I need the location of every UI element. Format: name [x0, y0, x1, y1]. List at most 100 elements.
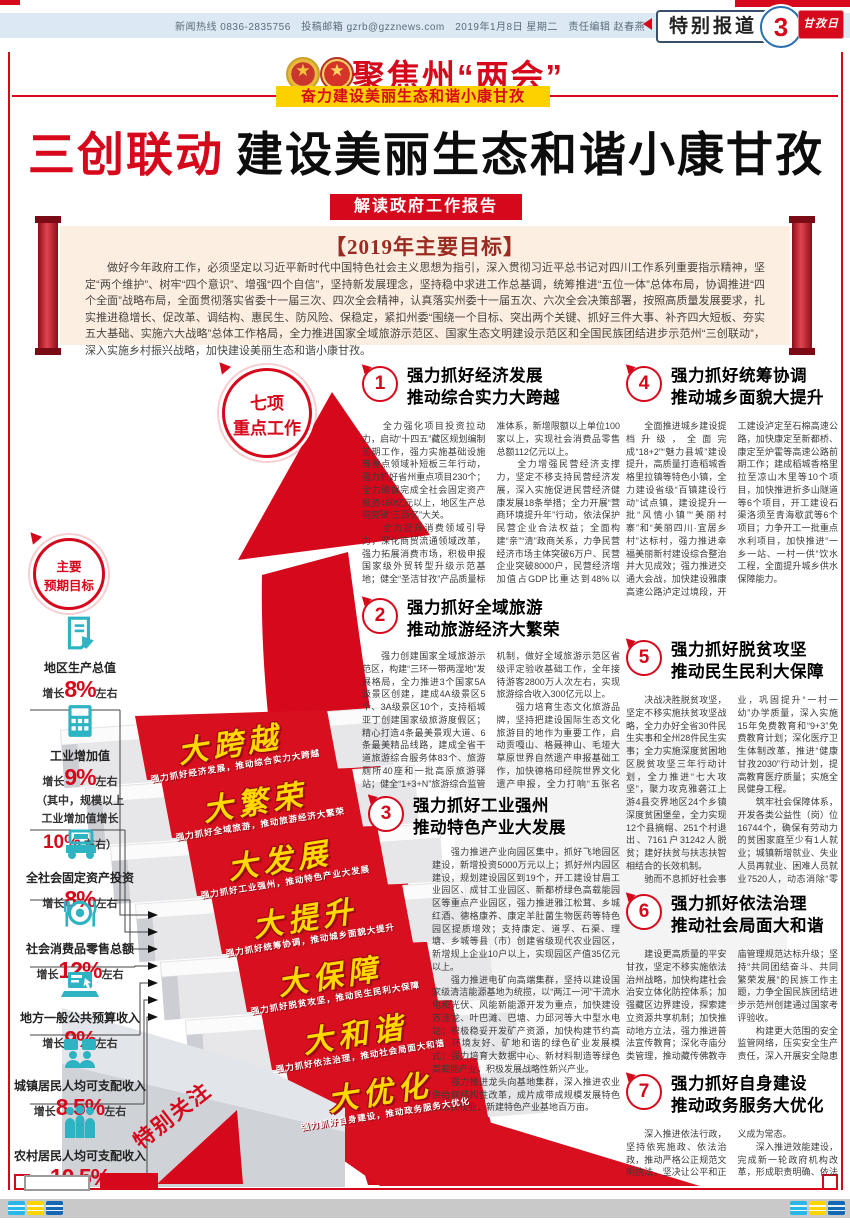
- section-number: 1: [358, 360, 398, 402]
- section-heading-2: 2 强力抓好全域旅游 推动旅游经济大繁荣: [358, 592, 560, 642]
- target-suffix: 左右: [95, 688, 118, 700]
- target-prefix: 增长: [42, 776, 65, 788]
- top-red-strip: [735, 0, 850, 7]
- special-focus-triangle: [157, 1110, 243, 1184]
- national-emblem-icon: ★: [286, 57, 320, 91]
- section-heading-7: 7 强力抓好自身建设 推动政务服务大优化: [622, 1068, 824, 1118]
- section-heading-5: 5 强力抓好脱贫攻坚 推动民生民利大保障: [622, 634, 824, 684]
- scroll-cap: [789, 216, 815, 223]
- scroll-cap: [35, 348, 61, 355]
- target-label: 城镇居民人均可支配收入: [13, 1079, 146, 1093]
- target-grp: 工业增加值 增长9%左右 （其中，规模以上 工业增加值增长 10% 左右）: [6, 702, 154, 859]
- tibetan-logo-icon: [828, 1201, 845, 1215]
- section-title-line2: 推动特色产业大发展: [413, 818, 566, 837]
- scroll-bar-right: [792, 220, 812, 351]
- section-title-line2: 推动社会局面大和谐: [671, 916, 824, 935]
- target-value: 9%: [64, 764, 96, 790]
- laptop-icon: [61, 972, 99, 997]
- target-label: 地区生产总值: [43, 661, 116, 675]
- calculator-icon: [68, 705, 92, 737]
- target-label: 地方一般公共预算收入: [19, 1011, 140, 1025]
- footer-bar: [0, 1199, 850, 1218]
- section-title-line2: 推动城乡面貌大提升: [671, 388, 824, 407]
- frame-corner-right: [822, 1174, 838, 1190]
- scroll-cap: [35, 216, 61, 223]
- footer-logo-left: [8, 1201, 63, 1215]
- seven-tasks-line2: 重点工作: [233, 419, 301, 438]
- target-suffix: 左右: [104, 1106, 127, 1118]
- frame-bottom: [20, 1188, 832, 1190]
- scroll-cap: [789, 348, 815, 355]
- goals-body: 做好今年政府工作，必须坚定以习近平新时代中国特色社会主义思想为指引，深入贯彻习近…: [85, 262, 765, 357]
- section-title-line2: 推动旅游经济大繁荣: [407, 620, 560, 639]
- main-goals-line2: 预期目标: [43, 579, 94, 593]
- tibetan-logo-icon: [27, 1201, 44, 1215]
- tibetan-logo-icon: [790, 1201, 807, 1215]
- people-group-icon: [64, 1039, 96, 1068]
- masthead-arrow-icon: [643, 18, 652, 30]
- target-label: 社会消费品零售总额: [25, 942, 134, 956]
- section-body-3: 强力推进产业向园区集中，抓好飞地园区建设，新增投资5000万元以上；抓好州内园区…: [432, 847, 620, 1113]
- document-pen-icon: [67, 616, 94, 650]
- goals-title: 【2019年主要目标】: [325, 235, 525, 259]
- section-title-line1: 强力抓好自身建设: [671, 1075, 807, 1093]
- kicker-label: 解读政府工作报告: [330, 194, 522, 220]
- target-prefix: 增长: [33, 1106, 56, 1118]
- target-suffix: 左右: [95, 1038, 118, 1050]
- section-number: 4: [622, 360, 662, 402]
- target-label: 全社会固定资产投资: [25, 871, 134, 885]
- section-title-line1: 强力抓好统筹协调: [671, 367, 807, 385]
- main-headline: 三创联动 建设美丽生态和谐小康甘孜: [28, 116, 828, 185]
- section-heading-1: 1 强力抓好经济发展 推动综合实力大跨越: [358, 360, 560, 410]
- family-icon: [65, 1105, 95, 1138]
- goals-scroll: [60, 226, 790, 345]
- section-body-4: 全面推进城乡建设提档升级，全面完成“18+2”“魅力县城”建设提升，高质量打造稻…: [626, 421, 838, 597]
- target-suffix: 左右: [95, 898, 118, 910]
- section-body-6: 建设更高质量的平安甘孜，坚定不移实施依法治州战略，加快构建社会治安立体化防控体系…: [626, 949, 838, 1062]
- section-number: 6: [622, 888, 662, 930]
- legend-box-red: [100, 1173, 158, 1188]
- red-carpet: [135, 710, 700, 1186]
- section-body-5: 决战决胜脱贫攻坚，坚定不移实施扶贫攻坚战略，全力办好全省30件民生实事和全州28…: [626, 695, 838, 884]
- tibetan-logo-icon: [46, 1201, 63, 1215]
- target-grp: 城镇居民人均可支配收入 增长8.5%左右: [6, 1036, 154, 1121]
- target-label: 农村居民人均可支配收入: [13, 1149, 146, 1163]
- top-left-red-mark: [0, 0, 20, 5]
- section-title-line1: 强力抓好工业强州: [413, 797, 549, 815]
- section-number: 5: [622, 634, 662, 676]
- section-heading-6: 6 强力抓好依法治理 推动社会局面大和谐: [622, 888, 824, 938]
- section-title-line2: 推动民生民利大保障: [671, 662, 824, 681]
- connector-arrowheads: [148, 911, 158, 1021]
- footer-logo-right: [790, 1201, 845, 1215]
- section-heading-4: 4 强力抓好统筹协调 推动城乡面貌大提升: [622, 360, 824, 410]
- target-grp: 地方一般公共预算收入 增长9%左右: [6, 968, 154, 1053]
- section-title-line2: 推动综合实力大跨越: [407, 388, 560, 407]
- legend-box-gray: [24, 1175, 90, 1191]
- headline-red: 三创联动: [28, 128, 224, 181]
- frame-left: [8, 52, 10, 1190]
- section-title-line1: 强力抓好依法治理: [671, 895, 807, 913]
- info-line: 新闻热线 0836-2835756 投稿邮箱 gzrb@gzznews.com …: [175, 22, 722, 33]
- section-number: 3: [364, 790, 404, 832]
- target-prefix: 增长: [42, 1038, 65, 1050]
- target-suffix: 左右: [95, 776, 118, 788]
- section-body-2: 强力创建国家全域旅游示范区，构建“三环一带两湿地”发展格局，全力推进3个国家5A…: [362, 651, 620, 789]
- target-suffix: 左右: [101, 969, 124, 981]
- target-prefix: 增长: [42, 898, 65, 910]
- truck-icon: [66, 829, 96, 859]
- section-body-7: 深入推进依法行政，坚持依宪施政、依法治政，推动严格公正规范文明执法，坚决让公平和…: [626, 1129, 838, 1178]
- seven-tasks-badge: 七项 重点工作: [214, 358, 312, 458]
- floor-wedge-front: [62, 1064, 345, 1187]
- page-number-badge: 3: [760, 6, 802, 48]
- target-prefix: 增长: [36, 969, 59, 981]
- section-title-line1: 强力抓好脱贫攻坚: [671, 641, 807, 659]
- target-value: 8%: [64, 676, 96, 702]
- section-label: 特别报道: [656, 10, 770, 43]
- tibetan-logo-icon: [809, 1201, 826, 1215]
- frame-right: [841, 52, 843, 1190]
- paper-name-logo: 甘孜日报: [798, 10, 844, 59]
- banner-subtitle: 奋力建设美丽生态和谐小康甘孜: [276, 86, 550, 107]
- seven-tasks-line1: 七项: [250, 394, 284, 413]
